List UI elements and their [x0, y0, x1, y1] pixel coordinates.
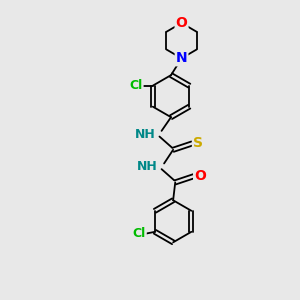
Text: NH: NH	[134, 128, 155, 140]
Text: Cl: Cl	[133, 227, 146, 240]
Text: O: O	[194, 169, 206, 183]
Text: S: S	[193, 136, 203, 151]
Text: N: N	[176, 51, 188, 65]
Text: O: O	[176, 16, 188, 30]
Text: NH: NH	[136, 160, 158, 173]
Text: Cl: Cl	[129, 79, 142, 92]
